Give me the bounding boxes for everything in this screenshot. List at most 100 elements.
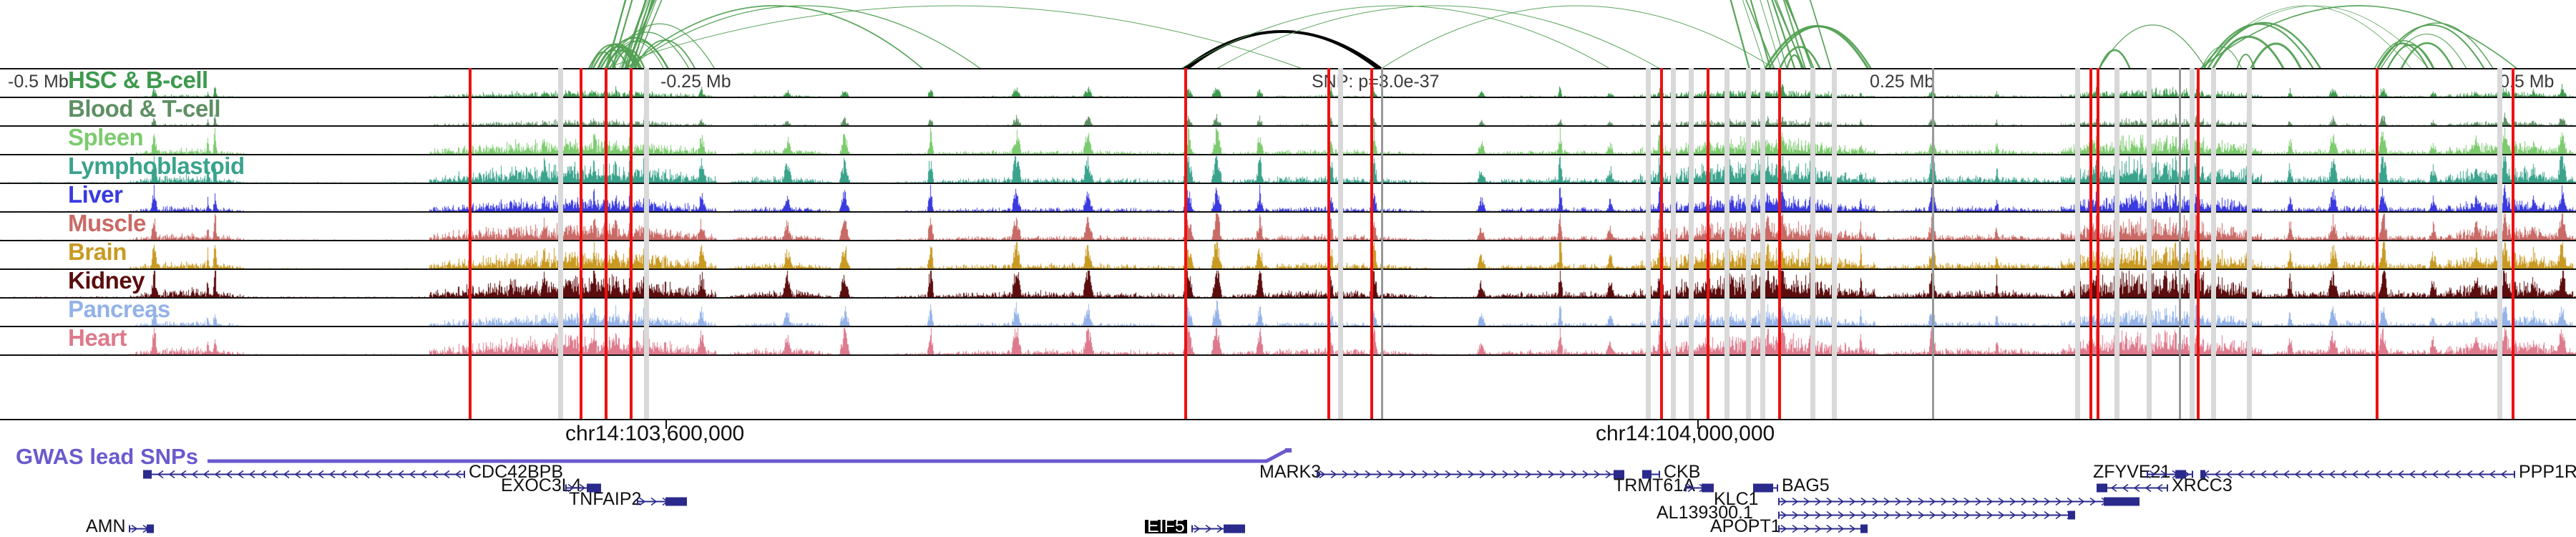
gene-label-TNFAIP2[interactable]: TNFAIP2	[569, 489, 642, 509]
gene-end-cap	[2200, 470, 2202, 478]
gene-label-EIF5[interactable]: EIF5	[1145, 518, 1187, 536]
gene-strand-chevron	[431, 470, 439, 479]
loop-arc	[2200, 5, 2412, 69]
signal-track-liver[interactable]: Liver	[0, 184, 2576, 213]
gene-label-AMN[interactable]: AMN	[86, 516, 126, 536]
gene-strand-chevron	[2340, 470, 2347, 479]
signal-track-blood-t-cell[interactable]: Blood & T-cell	[0, 98, 2576, 127]
gene-body-AL139300.1[interactable]	[1778, 508, 2075, 521]
gene-label-KLC1[interactable]: KLC1	[1714, 489, 1759, 509]
gene-body-ZFYVE21[interactable]	[2147, 467, 2193, 480]
gene-end-cap	[1778, 511, 1780, 519]
loop-arc	[1778, 46, 1821, 69]
coordinate-tick-0	[665, 420, 667, 429]
track-label: Brain	[68, 241, 127, 265]
gene-body-APOPT1[interactable]	[1778, 521, 1868, 535]
gene-strand-chevron	[1365, 470, 1372, 479]
gene-strand-chevron	[1838, 511, 1845, 520]
gene-strand-chevron	[2443, 470, 2450, 479]
gene-body-MARK3[interactable]	[1317, 467, 1624, 480]
loop-arc	[622, 0, 1766, 69]
gene-label-CDC42BPB[interactable]: CDC42BPB	[469, 462, 563, 482]
gene-strand-chevron	[1883, 497, 1890, 506]
signal-track-pancreas[interactable]: Pancreas	[0, 299, 2576, 327]
gene-strand-chevron	[579, 483, 586, 493]
gene-strand-chevron	[2044, 497, 2051, 506]
signal-track-kidney[interactable]: Kidney	[0, 270, 2576, 299]
gene-body-TNFAIP2[interactable]	[637, 494, 687, 508]
gene-label-BAG5[interactable]: BAG5	[1782, 475, 1830, 495]
loop-arc	[633, 39, 696, 69]
gene-body-AMN[interactable]	[129, 521, 154, 535]
gene-strand-chevron	[2260, 470, 2267, 479]
gene-label-MARK3[interactable]: MARK3	[1259, 462, 1322, 482]
gene-strand-chevron	[1849, 511, 1856, 520]
gene-label-CKB[interactable]: CKB	[1664, 462, 1701, 482]
gene-label-EXOC3L4[interactable]: EXOC3L4	[501, 475, 582, 495]
gene-strand-chevron	[1491, 470, 1498, 479]
gene-strand-chevron	[1194, 524, 1201, 533]
gene-strand-chevron	[1872, 511, 1879, 520]
gene-strand-chevron	[2078, 497, 2085, 506]
gwas-bracket-endcap	[1285, 448, 1292, 453]
signal-track-heart[interactable]: Heart	[0, 327, 2576, 356]
signal-track-brain[interactable]: Brain	[0, 241, 2576, 270]
gene-strand-chevron	[1605, 470, 1612, 479]
gene-row: CDC42BPB	[0, 462, 2576, 482]
gene-body-PPP1R13B[interactable]	[2200, 467, 2515, 480]
signal-track-hsc-b-cell[interactable]: HSC & B-cell	[0, 69, 2576, 98]
gene-strand-chevron	[191, 470, 198, 479]
gene-label-ZFYVE21[interactable]: ZFYVE21	[2093, 462, 2171, 482]
gene-label-TRMT61A[interactable]: TRMT61A	[1614, 475, 1695, 495]
gene-label-AL139300.1[interactable]: AL139300.1	[1657, 503, 1753, 523]
gene-body-XRCC3[interactable]	[2097, 480, 2168, 494]
gene-model-svg	[143, 470, 465, 479]
gene-row: AMN	[0, 516, 2576, 536]
gene-strand-chevron	[1860, 497, 1868, 506]
gene-exon-block	[2068, 511, 2075, 520]
signal-track-canvas	[0, 155, 2576, 183]
gene-strand-chevron	[203, 470, 210, 479]
gene-strand-chevron	[237, 470, 244, 479]
gene-model-svg	[1685, 483, 1714, 493]
gene-end-cap	[1642, 470, 1644, 478]
signal-track-spleen[interactable]: Spleen	[0, 127, 2576, 155]
gene-body-EIF5[interactable]	[1191, 521, 1245, 535]
gene-body-KLC1[interactable]	[1778, 494, 2140, 508]
gene-strand-chevron	[2386, 470, 2393, 479]
signal-track-canvas	[0, 241, 2576, 268]
signal-track-muscle[interactable]: Muscle	[0, 213, 2576, 241]
gene-end-cap	[2074, 511, 2075, 519]
gene-body-CDC42BPB[interactable]	[143, 467, 465, 480]
loop-arc	[611, 0, 1772, 69]
signal-track-stack: HSC & B-cell Blood & T-cell Spleen Lymphobl…	[0, 69, 2576, 419]
loop-arc	[625, 0, 1805, 69]
gene-label-APOPT1[interactable]: APOPT1	[1710, 516, 1781, 536]
gene-strand-chevron	[1952, 497, 1959, 506]
gene-strand-chevron	[1826, 524, 1833, 533]
gene-strand-chevron	[1594, 470, 1601, 479]
loop-arc	[629, 0, 1804, 69]
track-label: Pancreas	[68, 299, 170, 322]
gene-strand-chevron	[2283, 470, 2290, 479]
gene-model-svg	[1191, 524, 1245, 533]
gene-model-svg	[637, 497, 687, 506]
signal-track-lymphoblastoid[interactable]: Lymphoblastoid	[0, 155, 2576, 184]
gene-strand-chevron	[294, 470, 301, 479]
gene-exon-block	[1642, 470, 1652, 479]
gene-strand-chevron	[1525, 470, 1532, 479]
gene-strand-chevron	[1838, 497, 1845, 506]
gene-body-BAG5[interactable]	[1753, 480, 1778, 494]
gwas-lead-snp-band: GWAS lead SNPs	[0, 444, 2576, 473]
gene-strand-chevron	[1941, 497, 1948, 506]
track-label: Lymphoblastoid	[68, 155, 245, 179]
gene-exon-block	[1614, 470, 1624, 479]
gene-body-CKB[interactable]	[1642, 467, 1660, 480]
gene-strand-chevron	[2225, 470, 2233, 479]
gene-strand-chevron	[1872, 497, 1879, 506]
gene-label-PPP1R13B[interactable]: PPP1R13B	[2519, 462, 2576, 482]
gene-label-XRCC3[interactable]: XRCC3	[2172, 475, 2233, 495]
gene-body-EXOC3L4[interactable]	[565, 480, 601, 494]
loop-arc	[2400, 42, 2454, 69]
gene-body-TRMT61A[interactable]	[1685, 480, 1714, 494]
